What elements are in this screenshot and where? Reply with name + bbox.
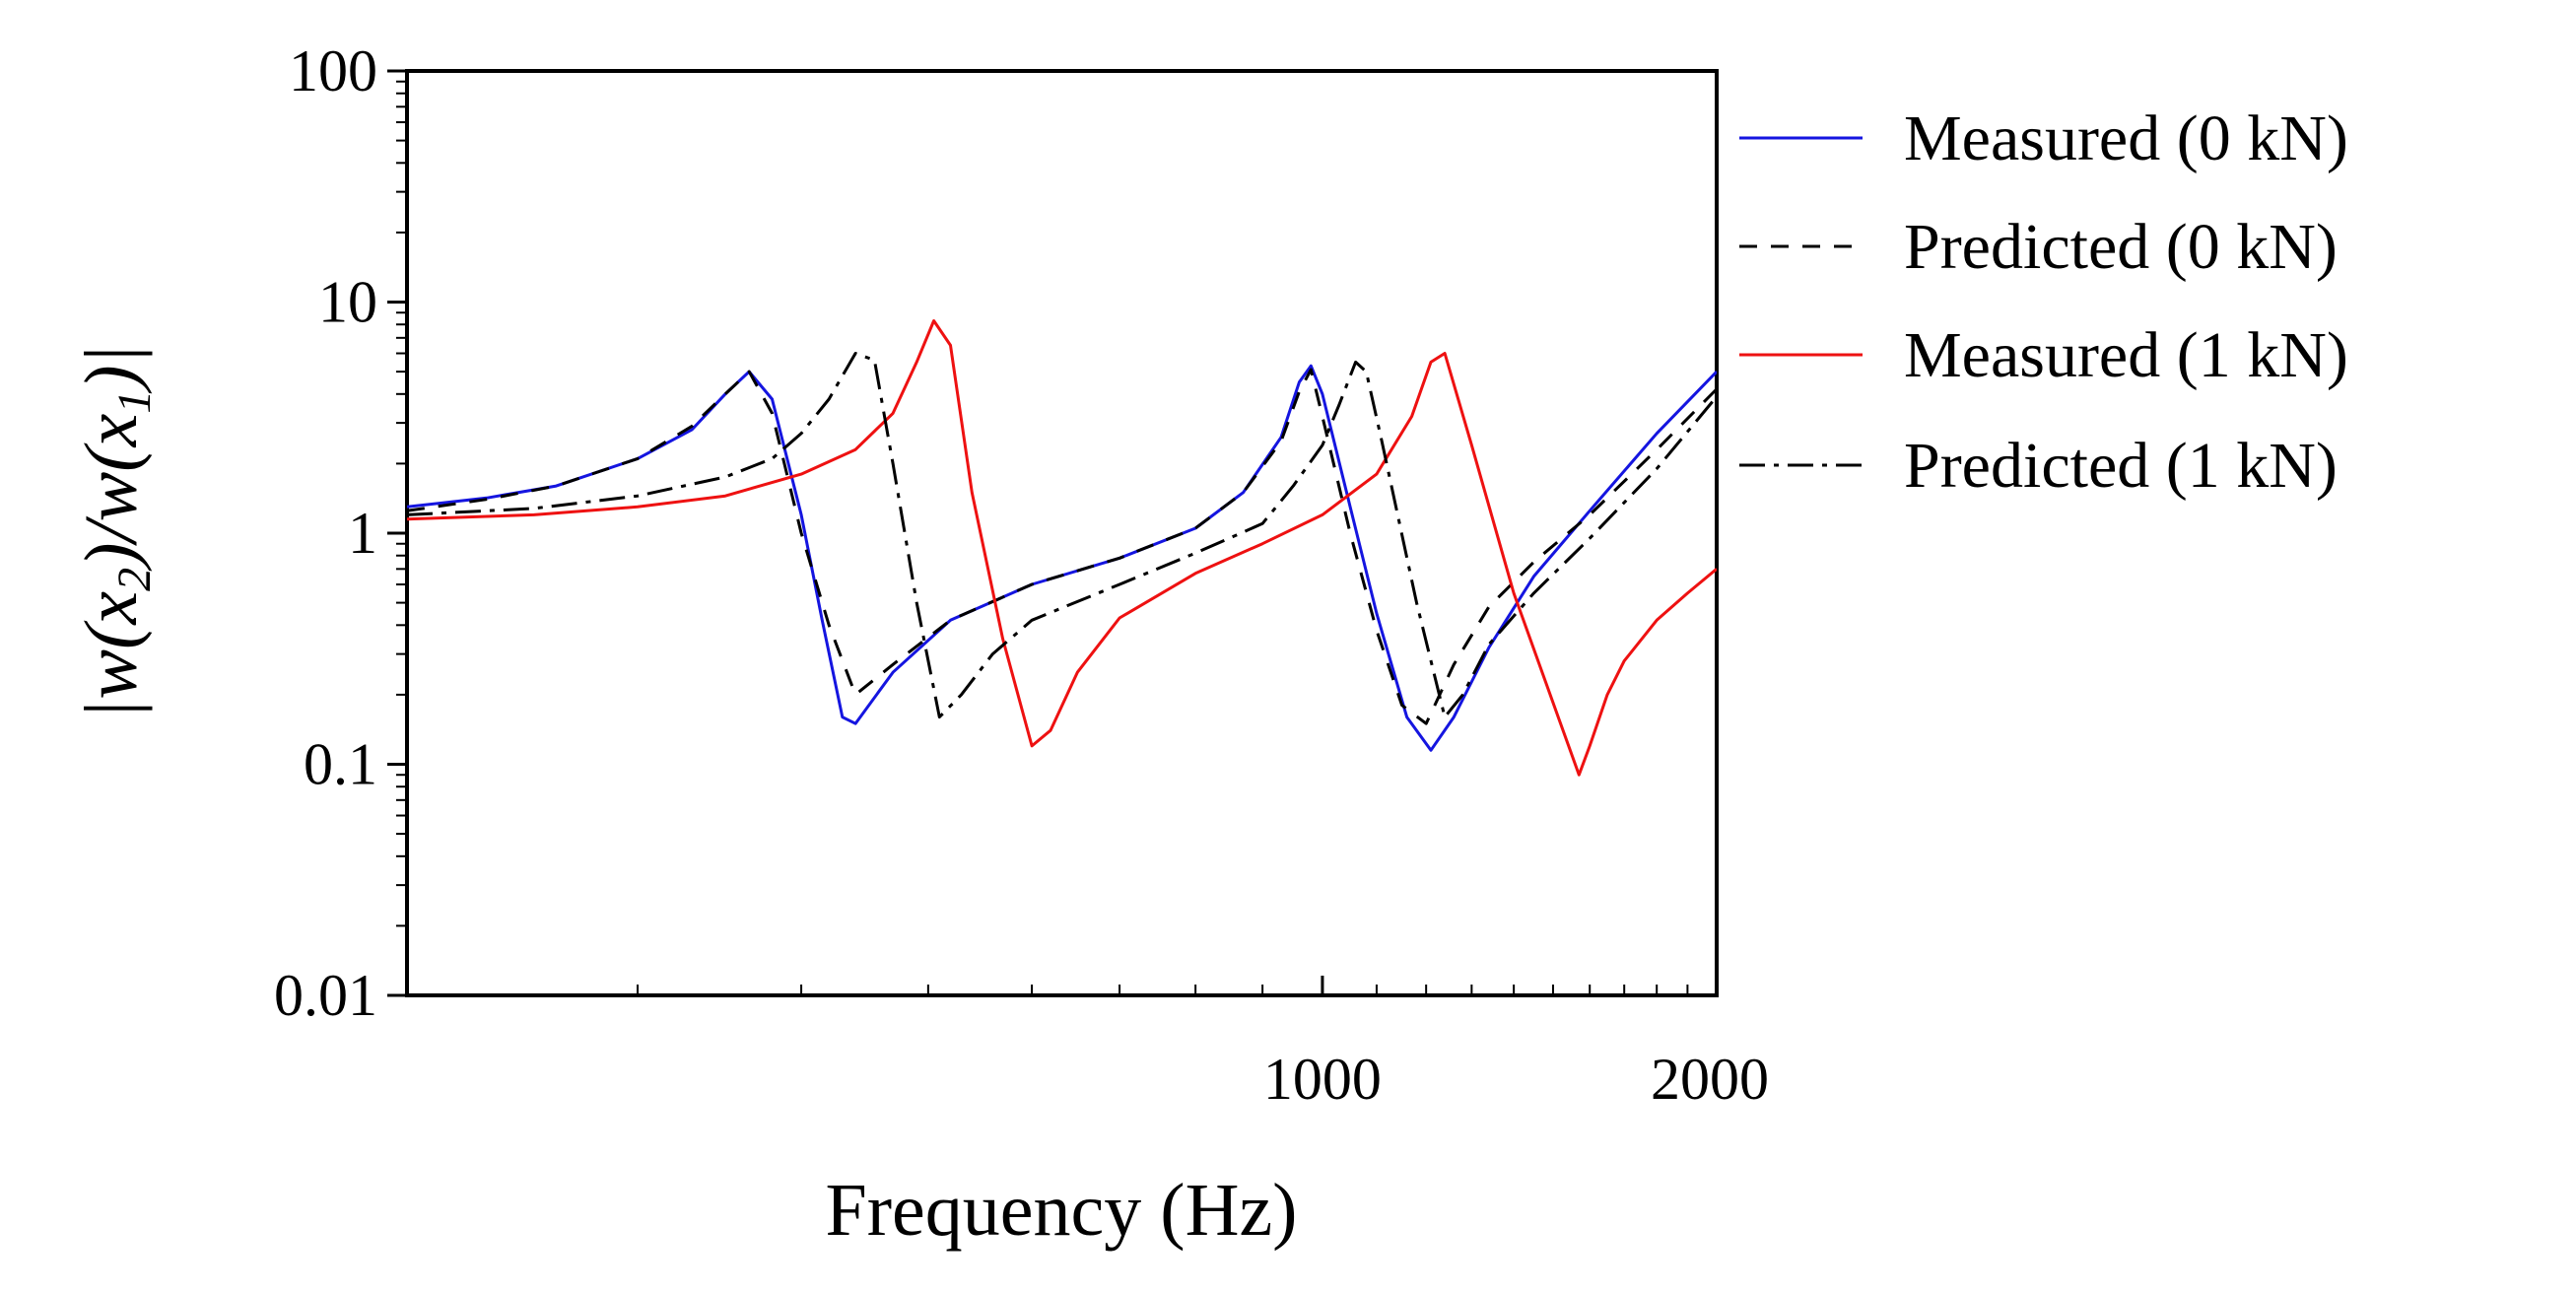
series-layer: [407, 319, 1717, 777]
plot-area: [387, 69, 1719, 997]
legend-label-measured-1kn: Measured (1 kN): [1904, 319, 2348, 391]
plot-frame: [405, 69, 1719, 997]
y-tick-label: 100: [289, 38, 377, 103]
legend-label-measured-0kn: Measured (0 kN): [1904, 102, 2348, 174]
y-tick-label: 0.01: [274, 963, 377, 1028]
y-axis-title-sub1: 2: [108, 568, 161, 591]
legend-entry-measured-0kn: Measured (0 kN): [1739, 102, 2348, 174]
x-axis-tick-labels: 1000 2000: [1263, 1047, 1769, 1112]
legend-label-predicted-1kn: Predicted (1 kN): [1904, 430, 2338, 502]
y-axis-title-sub2: 1: [108, 390, 161, 414]
x-axis-title: Frequency (Hz): [825, 1169, 1297, 1252]
y-axis-tick-labels: 0.01 0.1 1 10 100: [274, 38, 377, 1028]
legend-entry-measured-1kn: Measured (1 kN): [1739, 319, 2348, 391]
y-tick-label: 10: [318, 270, 377, 335]
series-line-2: [407, 319, 1717, 777]
legend-entry-predicted-1kn: Predicted (1 kN): [1739, 430, 2338, 502]
series-line-0: [407, 364, 1717, 752]
y-axis-title-suffix: )|: [70, 345, 153, 394]
legend-entry-predicted-0kn: Predicted (0 kN): [1739, 211, 2338, 283]
y-axis-title-prefix: |w(x: [70, 591, 153, 720]
axis-ticks: [387, 69, 1718, 997]
y-axis-title-middle: )/w(x: [70, 413, 153, 571]
legend-label-predicted-0kn: Predicted (0 kN): [1904, 211, 2338, 283]
y-tick-label: 0.1: [304, 732, 377, 797]
y-axis-title: |w(x2)/w(x1)|: [70, 345, 161, 720]
x-tick-label: 1000: [1263, 1047, 1382, 1112]
series-line-3: [407, 352, 1717, 719]
legend: Measured (0 kN) Predicted (0 kN) Measure…: [1739, 102, 2348, 502]
series-line-1: [407, 368, 1717, 725]
x-tick-label: 2000: [1651, 1047, 1769, 1112]
y-tick-label: 1: [348, 501, 377, 566]
